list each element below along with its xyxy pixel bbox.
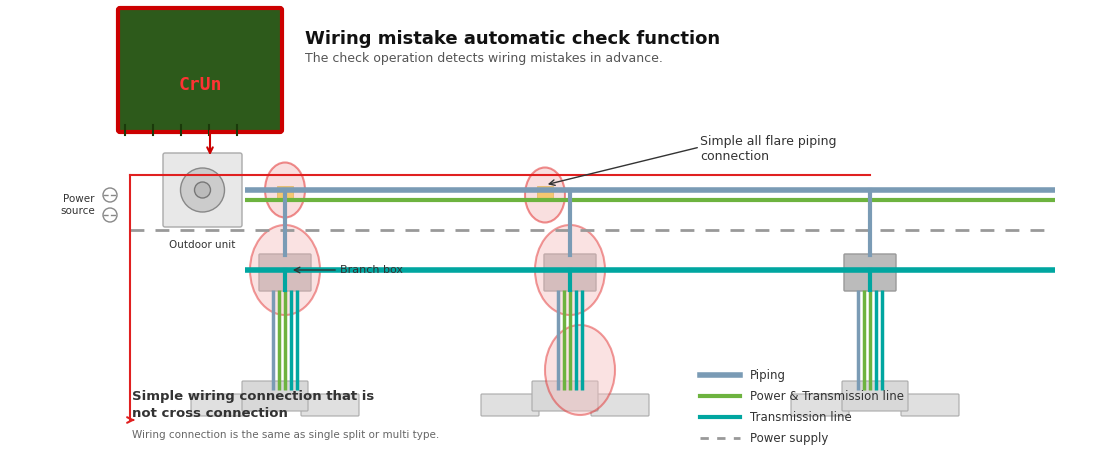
- Text: Outdoor unit: Outdoor unit: [169, 240, 235, 250]
- FancyBboxPatch shape: [843, 254, 896, 291]
- Text: Branch box: Branch box: [340, 265, 403, 275]
- Text: Wiring mistake automatic check function: Wiring mistake automatic check function: [305, 30, 720, 48]
- FancyBboxPatch shape: [163, 153, 242, 227]
- Text: Piping: Piping: [750, 368, 786, 382]
- FancyBboxPatch shape: [591, 394, 649, 416]
- FancyBboxPatch shape: [259, 254, 311, 291]
- FancyBboxPatch shape: [842, 381, 907, 411]
- Ellipse shape: [250, 225, 320, 315]
- Text: Transmission line: Transmission line: [750, 410, 852, 424]
- Ellipse shape: [535, 225, 605, 315]
- Text: Simple wiring connection that is
not cross connection: Simple wiring connection that is not cro…: [132, 390, 374, 420]
- Text: Wiring connection is the same as single split or multi type.: Wiring connection is the same as single …: [132, 430, 439, 440]
- FancyBboxPatch shape: [532, 381, 598, 411]
- FancyBboxPatch shape: [901, 394, 959, 416]
- Bar: [537, 186, 553, 200]
- Text: Power
source: Power source: [61, 194, 95, 216]
- Circle shape: [194, 182, 211, 198]
- Text: Simple all flare piping
connection: Simple all flare piping connection: [700, 135, 837, 163]
- Ellipse shape: [265, 162, 305, 218]
- Text: The check operation detects wiring mistakes in advance.: The check operation detects wiring mista…: [305, 52, 662, 65]
- Bar: [277, 186, 293, 200]
- Text: Power & Transmission line: Power & Transmission line: [750, 390, 904, 402]
- FancyBboxPatch shape: [118, 8, 282, 132]
- Ellipse shape: [526, 167, 565, 223]
- FancyBboxPatch shape: [301, 394, 359, 416]
- Circle shape: [180, 168, 224, 212]
- FancyBboxPatch shape: [242, 381, 308, 411]
- FancyBboxPatch shape: [544, 254, 596, 291]
- Ellipse shape: [545, 325, 615, 415]
- Text: CrUn: CrUn: [178, 76, 222, 94]
- FancyBboxPatch shape: [191, 394, 250, 416]
- FancyBboxPatch shape: [481, 394, 539, 416]
- FancyBboxPatch shape: [790, 394, 849, 416]
- Text: Power supply: Power supply: [750, 431, 828, 444]
